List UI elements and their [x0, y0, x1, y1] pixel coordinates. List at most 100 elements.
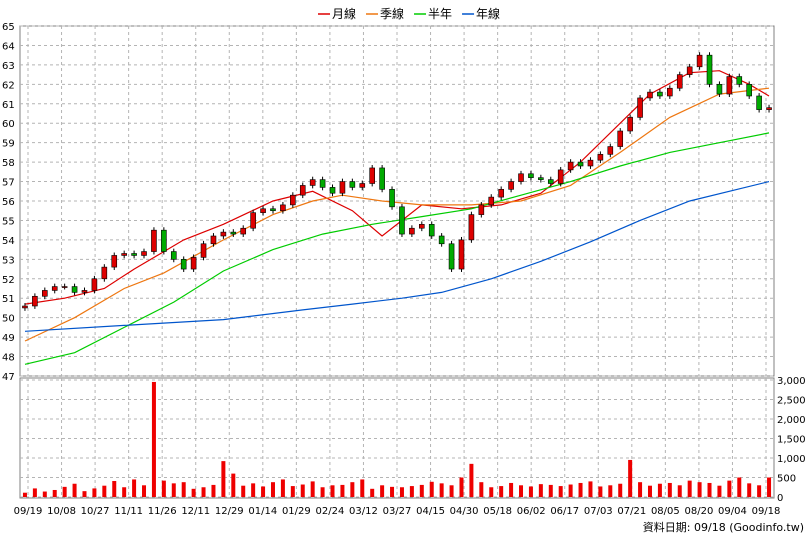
candle-body [349, 181, 356, 188]
volume-bar [132, 479, 137, 497]
candle-body [101, 266, 108, 280]
candle-body [379, 167, 385, 190]
date-tick-label: 06/02 [517, 506, 546, 517]
date-tick-label: 08/05 [651, 506, 680, 517]
candle-body [121, 253, 127, 256]
candle-body [210, 235, 217, 245]
price-tick-label: 50 [2, 314, 15, 325]
candle-body [190, 257, 197, 270]
volume-bar [22, 492, 27, 497]
candlesticks [22, 52, 772, 311]
date-tick-label: 11/11 [114, 506, 143, 517]
volume-bar [122, 487, 127, 497]
candle-body [667, 87, 673, 97]
date-tick-label: 03/27 [383, 506, 412, 517]
candle-body [538, 177, 544, 180]
price-tick-label: 60 [2, 119, 15, 130]
date-tick-label: 09/19 [14, 506, 43, 517]
legend-label-3: 年線 [476, 6, 500, 21]
candle-body [498, 189, 504, 198]
date-tick-label: 07/03 [584, 506, 613, 517]
candle-body [488, 196, 495, 206]
candle-body [161, 229, 167, 252]
volume-bar [499, 486, 504, 497]
candle-body [359, 183, 366, 188]
candle-body [547, 179, 554, 184]
date-tick-label: 12/11 [181, 506, 210, 517]
volume-bar [628, 459, 633, 497]
candle-body [756, 95, 762, 110]
volume-bar [280, 479, 285, 497]
volume-bar [72, 483, 77, 497]
candle-body [518, 173, 524, 182]
price-tick-label: 47 [2, 372, 15, 383]
volume-bar [747, 483, 752, 497]
volume-bar [112, 481, 117, 497]
candle-body [577, 161, 584, 167]
candle-body [240, 227, 247, 235]
volume-bar [251, 483, 256, 497]
volume-bar [687, 480, 692, 497]
price-tick-label: 51 [2, 294, 15, 305]
volume-bar [697, 482, 702, 497]
volume-bar [727, 480, 732, 497]
candle-body [180, 259, 187, 270]
volume-bar [142, 485, 147, 497]
volume-bar [677, 485, 682, 497]
volume-bar [767, 477, 772, 497]
candle-body [637, 97, 643, 118]
volume-bar [717, 485, 722, 497]
volume-bar [489, 487, 494, 497]
volume-bar [409, 486, 414, 497]
date-tick-label: 02/24 [315, 506, 344, 517]
candle-body [627, 117, 633, 132]
candle-body [617, 130, 624, 147]
price-tick-label: 56 [2, 197, 15, 208]
volume-bar [528, 486, 533, 497]
date-tick-label: 10/27 [81, 506, 110, 517]
candle-body [508, 181, 514, 190]
legend-label-0: 月線 [332, 6, 356, 21]
candle-body [250, 212, 256, 229]
volume-bar [558, 486, 563, 497]
candle-body [428, 224, 435, 237]
volume-tick-label: 2,500 [777, 396, 806, 407]
volume-bar [578, 482, 583, 497]
date-tick-label: 11/26 [148, 506, 177, 517]
candle-body [746, 84, 752, 97]
volume-grid [20, 378, 774, 498]
date-tick-label: 06/17 [550, 506, 579, 517]
volume-bar [241, 485, 246, 497]
volume-bar [102, 485, 107, 497]
price-tick-label: 59 [2, 139, 15, 150]
ma-line-3 [24, 181, 770, 332]
candle-body [448, 243, 455, 270]
candle-body [369, 167, 375, 184]
candle-body [81, 290, 88, 293]
volume-bar [707, 482, 712, 497]
candle-body [766, 107, 772, 110]
candle-body [151, 229, 157, 252]
chart-legend: 月線 季線 半年 年線 [318, 6, 500, 21]
volume-bar [201, 487, 206, 497]
candle-body [686, 66, 693, 75]
volume-bar [618, 483, 623, 497]
volume-bar [161, 480, 166, 497]
price-tick-label: 49 [2, 333, 15, 344]
ma-line-1 [24, 87, 770, 342]
volume-bar [82, 491, 87, 497]
volume-bar [429, 481, 434, 497]
candle-body [260, 208, 266, 213]
candle-body [557, 169, 564, 184]
volume-bar [300, 484, 305, 497]
date-axis: 09/19 10/08 10/27 11/11 11/26 12/11 12/29 01/14… [14, 506, 781, 517]
volume-bar [211, 484, 216, 497]
candle-body [696, 54, 703, 68]
candle-body [706, 54, 713, 85]
volume-bar [419, 484, 424, 497]
date-tick-label: 10/08 [47, 506, 76, 517]
candle-body [409, 227, 415, 235]
volume-bar [568, 484, 573, 497]
volume-bar [261, 486, 266, 497]
volume-bar [290, 486, 295, 497]
